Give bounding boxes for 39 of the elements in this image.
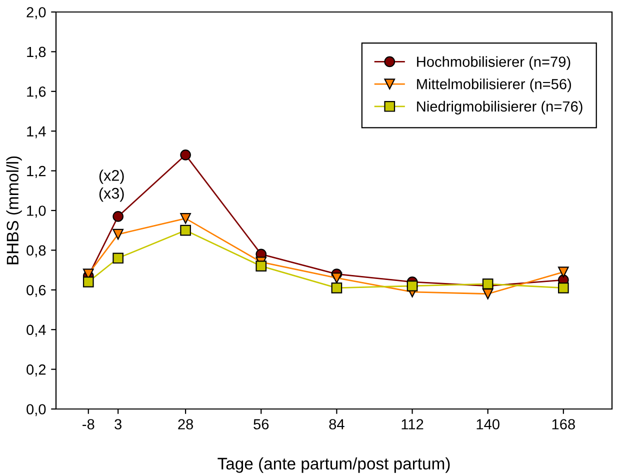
x-tick-label: 84 xyxy=(329,419,344,430)
y-tick-label: 1,8 xyxy=(27,46,46,59)
y-tick-label: 1,6 xyxy=(27,86,46,99)
y-tick-label: 0,6 xyxy=(26,285,46,298)
point xyxy=(406,280,418,292)
legend-label: Niedrigmobilisierer (n=76) xyxy=(417,100,582,115)
x-tick-label: 168 xyxy=(552,419,575,430)
x-tick-label: 112 xyxy=(402,419,424,430)
y-tick-label: 0,2 xyxy=(26,364,46,376)
x-tick-label: -8 xyxy=(82,419,94,430)
point xyxy=(180,224,191,236)
y-tick-label: 0,4 xyxy=(26,324,46,337)
point xyxy=(112,211,124,222)
y-tick-label: 0,8 xyxy=(26,245,46,258)
y-tick-label: 1,0 xyxy=(27,206,46,218)
x-axis-title: Tage (ante partum/post partum) xyxy=(218,457,450,473)
legend-label: Hochmobilisierer (n=79) xyxy=(417,56,570,70)
legend-label: Mittelmobilisierer (n=56) xyxy=(417,78,571,92)
x-tick-label: 28 xyxy=(178,419,194,430)
annotation: (x2) xyxy=(99,170,124,184)
x-tick-label: 3 xyxy=(114,419,122,430)
x-tick-label: 56 xyxy=(254,419,269,430)
y-tick-label: 1,2 xyxy=(27,166,46,178)
point xyxy=(558,266,569,278)
y-tick-label: 2,0 xyxy=(26,7,46,20)
point xyxy=(256,260,267,272)
point xyxy=(331,272,342,284)
annotation: (x3) xyxy=(99,188,124,202)
y-tick-label: 0,0 xyxy=(26,404,46,416)
point xyxy=(558,282,569,294)
point xyxy=(180,213,191,224)
point xyxy=(180,150,191,160)
y-tick-label: 1,4 xyxy=(27,126,46,138)
point xyxy=(82,276,94,288)
x-tick-label: 140 xyxy=(476,419,500,430)
point xyxy=(112,252,124,264)
point xyxy=(112,228,124,240)
point xyxy=(331,282,342,294)
y-axis-title: BHBS (mmol/l) xyxy=(6,156,22,264)
